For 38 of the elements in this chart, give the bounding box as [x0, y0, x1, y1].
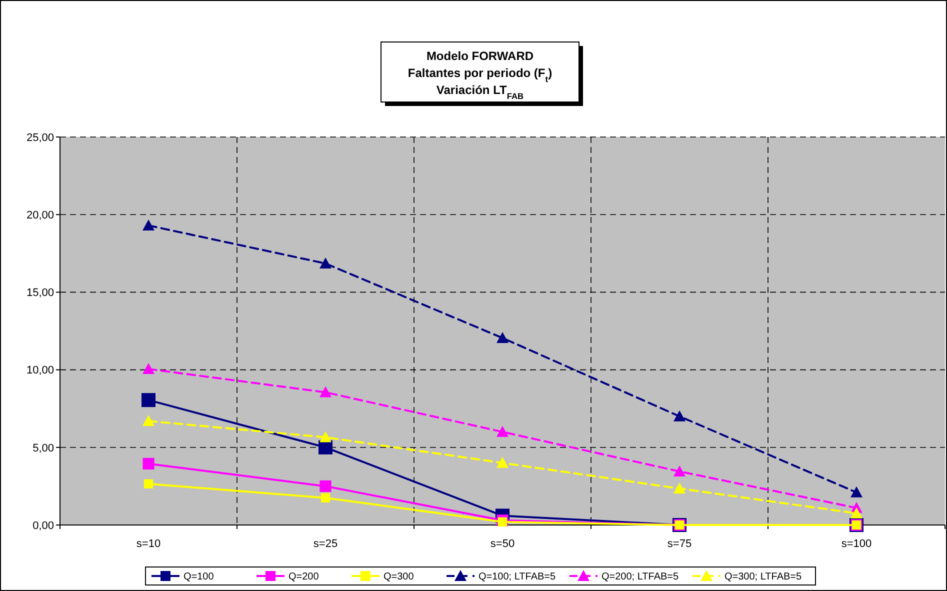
- legend-label: Q=100; LTFAB=5: [478, 572, 556, 582]
- x-tick-label: s=25: [313, 538, 338, 550]
- legend-label: Q=200; LTFAB=5: [602, 572, 680, 582]
- point: [850, 507, 862, 518]
- chart-title: Modelo FORWARD Faltantes por periodo (F$_{t}$) Variación LT$_{FAB}$: [408, 49, 552, 101]
- point: [674, 465, 686, 476]
- point: [142, 393, 156, 408]
- point: [674, 410, 686, 422]
- y-tick-label: 0,00: [32, 520, 54, 532]
- x-tick-label: s=75: [667, 538, 692, 550]
- point: [142, 219, 154, 230]
- legend-label: Q=200: [288, 572, 320, 582]
- x-tick-label: s=100: [841, 538, 872, 550]
- point: [674, 482, 686, 494]
- legend-label: Q=300: [384, 572, 414, 582]
- y-tick-label: 20,00: [26, 209, 54, 222]
- point: [496, 456, 508, 468]
- point: [320, 386, 332, 398]
- point: [320, 431, 332, 442]
- point: [144, 479, 154, 488]
- point: [320, 257, 332, 268]
- x-tick-label: s=50: [490, 538, 515, 550]
- point: [320, 493, 330, 502]
- x-tick-label: s=10: [136, 538, 161, 550]
- y-tick-label: 15,00: [26, 287, 54, 300]
- point: [142, 363, 154, 374]
- point: [320, 480, 332, 492]
- point: [142, 415, 154, 426]
- y-tick-label: 5,00: [32, 442, 54, 454]
- point: [496, 332, 508, 343]
- point: [496, 426, 508, 437]
- y-tick-label: 10,00: [26, 364, 54, 377]
- legend-label: Q=100: [184, 572, 214, 582]
- point: [142, 458, 154, 470]
- point: [498, 517, 508, 526]
- point: [850, 486, 862, 498]
- legend-label: Q=300; LTFAB=5: [724, 572, 802, 582]
- y-tick-label: 25,00: [26, 132, 54, 144]
